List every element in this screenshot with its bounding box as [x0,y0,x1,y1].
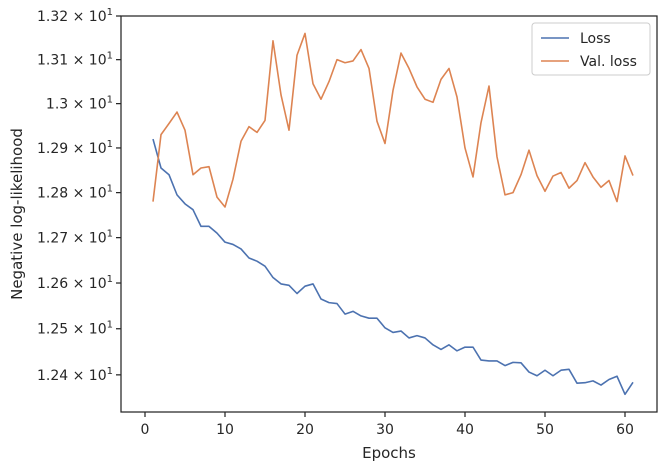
x-tick-label: 0 [141,422,150,438]
y-tick-label: 1.26 × 101 [37,274,113,292]
series-line-loss [152,138,634,396]
y-tick-label: 1.27 × 101 [37,229,113,247]
legend-box [531,22,651,76]
x-tick-label: 60 [616,422,634,438]
y-tick-label: 1.3 × 101 [46,95,113,113]
y-tick-label: 1.29 × 101 [37,139,113,157]
y-axis-ticks: 1.24 × 101 1.25 × 101 1.26 × 101 1.27 × 101… [37,7,121,384]
plot-lines [152,32,634,396]
legend: Loss Val. loss [531,22,651,76]
plot-frame [120,15,658,413]
legend-label-loss: Loss [580,31,611,47]
y-tick-label: 1.31 × 101 [37,51,113,69]
y-tick-label: 1.25 × 101 [37,320,113,338]
x-tick-label: 40 [456,422,474,438]
y-tick-label: 1.32 × 101 [37,7,113,25]
x-tick-label: 10 [216,422,234,438]
y-tick-label: 1.24 × 101 [37,366,113,384]
y-tick-label: 1.28 × 101 [37,184,113,202]
x-tick-label: 30 [376,422,394,438]
x-tick-label: 20 [296,422,314,438]
x-axis-ticks: 0 10 20 30 40 50 60 [141,412,634,438]
legend-label-val-loss: Val. loss [580,54,637,70]
x-axis-label: Epochs [362,444,416,462]
x-tick-label: 50 [536,422,554,438]
series-line-val-loss [152,32,634,208]
y-axis-label: Negative log-likelihood [8,128,26,300]
